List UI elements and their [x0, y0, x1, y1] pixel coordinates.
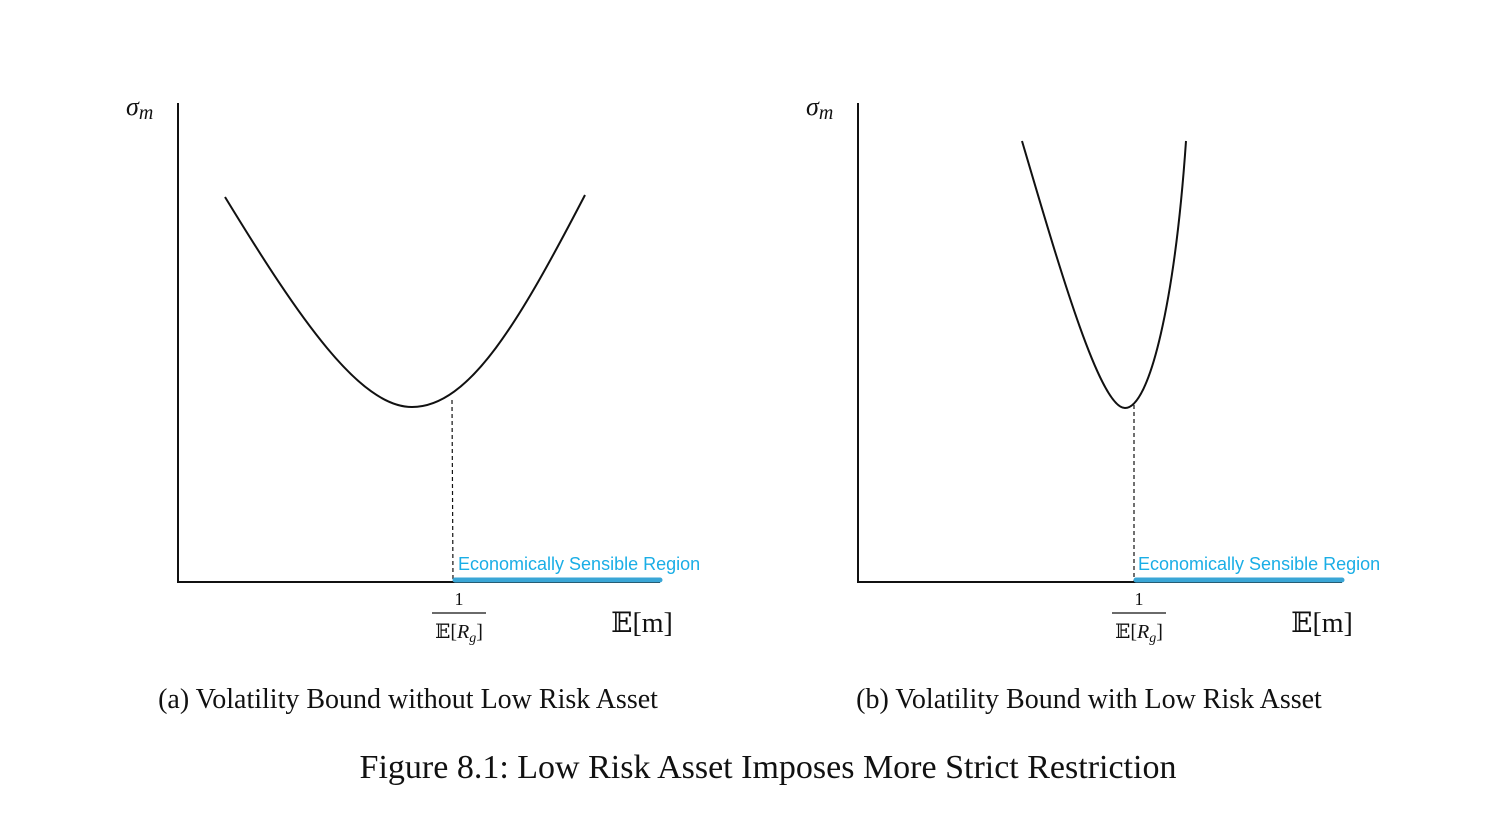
denominator-sub: g [469, 631, 476, 646]
y-axis-label: σm [806, 92, 833, 124]
panel-caption: (b) Volatility Bound with Low Risk Asset [856, 684, 1322, 715]
tick-denominator: 𝔼[Rg] [435, 621, 483, 646]
figure-caption: Figure 8.1: Low Risk Asset Imposes More … [360, 749, 1177, 786]
panel-caption: (a) Volatility Bound without Low Risk As… [158, 684, 658, 715]
dashed-line [451, 399, 454, 583]
denominator-close: ] [1156, 621, 1163, 643]
denominator-sub: g [1149, 631, 1156, 646]
y-label-subscript: m [819, 102, 833, 124]
denominator-close: ] [476, 621, 483, 643]
tick-denominator: 𝔼[Rg] [1115, 621, 1163, 646]
denominator-var: R [1136, 621, 1149, 643]
panel-b: σm Economically Sensible Region 1 𝔼[Rg] … [806, 92, 1380, 715]
panel-a: σm Economically Sensible Region 1 𝔼[Rg] … [126, 92, 700, 715]
tick-numerator: 1 [455, 589, 464, 609]
tick-numerator: 1 [1135, 589, 1144, 609]
y-axis-label: σm [126, 92, 153, 124]
bound-curve [1021, 140, 1187, 410]
y-label-symbol: σ [806, 92, 820, 121]
x-axis-label: 𝔼[m] [611, 608, 673, 639]
region-label: Economically Sensible Region [1138, 554, 1380, 574]
bound-curve [224, 194, 586, 409]
denominator-var: R [456, 621, 469, 643]
x-axis-label: 𝔼[m] [1291, 608, 1353, 639]
denominator-open: 𝔼[ [1115, 621, 1137, 643]
y-label-symbol: σ [126, 92, 140, 121]
region-label: Economically Sensible Region [458, 554, 700, 574]
axes [857, 103, 1342, 583]
y-label-subscript: m [139, 102, 153, 124]
axes [177, 103, 660, 583]
denominator-open: 𝔼[ [435, 621, 457, 643]
